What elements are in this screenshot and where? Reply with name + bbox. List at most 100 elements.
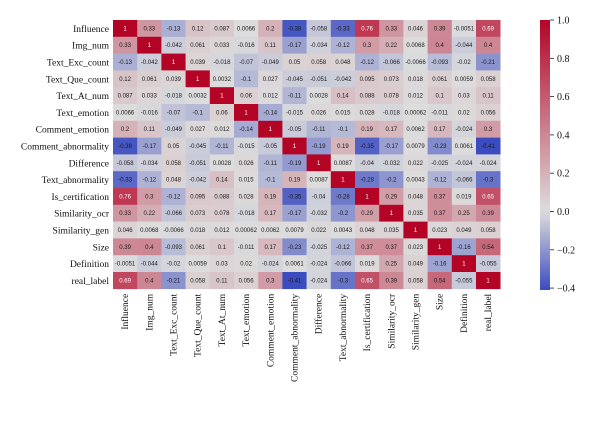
- heatmap-cell-similarity-ocr-comment-emotion: [258, 204, 283, 222]
- heatmap-cell-is-certification-text-emotion: [234, 188, 259, 206]
- heatmap-cell-similarity-ocr-difference: [306, 204, 332, 222]
- cell-value-label: 0.088: [214, 194, 230, 200]
- cell-value-label: -0.21: [481, 60, 495, 66]
- heatmap-cell-real-label-influence: [113, 272, 138, 290]
- cell-value-label: 0.1: [218, 245, 227, 251]
- heatmap-cell-influence-similarity-gen: [403, 20, 428, 38]
- column-label-is-certification: Is_certification: [362, 294, 373, 352]
- column-label-comment-abnormality: Comment_abnormality: [291, 294, 301, 382]
- heatmap-cell-real-label-definition: [451, 272, 477, 290]
- heatmap-cell-influence-text-exc-count: [161, 20, 186, 38]
- cell-value-label: -0.23: [433, 144, 447, 150]
- cell-value-label: 0.027: [263, 77, 279, 83]
- cell-value-label: -0.024: [262, 262, 280, 268]
- heatmap-cell-text-emotion-real-label: [476, 104, 501, 122]
- cell-value-label: -0.018: [383, 110, 401, 116]
- colorbar-tick-label: 0.8: [557, 54, 570, 65]
- row-label-real-label: real_label: [72, 277, 110, 287]
- heatmap-cell-text-abnormality-text-abnormality: [330, 171, 356, 189]
- row-label-difference: Difference: [69, 158, 109, 169]
- cell-value-label: -0.0051: [115, 262, 136, 268]
- cell-value-label: 0.0062: [261, 228, 280, 234]
- cell-value-label: -0.093: [165, 245, 183, 251]
- cell-value-label: 0.37: [385, 245, 397, 251]
- cell-value-label: -0.0066: [405, 60, 426, 66]
- heatmap-cell-size-text-abnormality: [330, 238, 356, 256]
- cell-value-label: 0.39: [482, 211, 494, 217]
- column-label-text-at-num: Text_At_num: [218, 293, 228, 346]
- cell-value-label: 0.4: [484, 43, 493, 49]
- heatmap-cell-text-exc-count-similarity-gen: [403, 53, 428, 71]
- cell-value-label: 1: [390, 211, 394, 217]
- heatmap-cell-text-at-num-text-que-count: [185, 87, 211, 105]
- cell-value-label: 0.4: [145, 245, 154, 251]
- heatmap-cell-is-certification-similarity-ocr: [379, 188, 404, 206]
- cell-value-label: 0.11: [144, 127, 156, 133]
- heatmap-cell-definition-text-que-count: [185, 255, 211, 273]
- cell-value-label: 0.048: [408, 194, 424, 200]
- cell-value-label: 0.028: [239, 194, 255, 200]
- cell-value-label: -0.12: [336, 43, 350, 49]
- cell-value-label: 1: [317, 161, 321, 167]
- heatmap-cell-influence-text-at-num: [209, 20, 235, 38]
- heatmap-cell-img-num-comment-abnormality: [282, 36, 307, 54]
- cell-value-label: 0.03: [458, 94, 470, 100]
- cell-value-label: 0.0079: [285, 228, 304, 234]
- cell-value-label: 0.048: [166, 178, 182, 184]
- heatmap-cell-img-num-text-que-count: [185, 36, 211, 54]
- heatmap-cell-difference-text-abnormality: [330, 154, 356, 172]
- cell-value-label: 0.2: [121, 127, 130, 133]
- cell-value-label: 0.061: [190, 245, 206, 251]
- heatmap-cell-size-comment-abnormality: [282, 238, 307, 256]
- cell-value-label: 0.058: [190, 278, 206, 284]
- colorbar-gradient: [540, 20, 550, 290]
- heatmap-cell-influence-comment-emotion: [258, 20, 283, 38]
- heatmap-cell-is-certification-text-abnormality: [330, 188, 356, 206]
- cell-value-label: -0.024: [480, 161, 498, 167]
- cell-value-label: 1: [269, 127, 273, 133]
- cell-value-label: 0.018: [190, 228, 206, 234]
- heatmap-cell-similarity-gen-is-certification: [355, 221, 380, 239]
- heatmap-cell-text-abnormality-size: [427, 171, 453, 189]
- cell-value-label: -0.28: [336, 194, 350, 200]
- heatmap-cell-text-abnormality-text-que-count: [185, 171, 211, 189]
- heatmap-cell-similarity-ocr-influence: [113, 204, 138, 222]
- cell-value-label: 0.033: [214, 43, 230, 49]
- cell-value-label: -0.12: [336, 245, 350, 251]
- heatmap-cell-comment-emotion-text-abnormality: [330, 120, 356, 138]
- heatmap-cell-similarity-gen-text-emotion: [234, 221, 259, 239]
- heatmap-cell-text-at-num-img-num: [137, 87, 162, 105]
- heatmap-cell-text-abnormality-img-num: [137, 171, 162, 189]
- heatmap-cells: 1 0.33 -0.13 0.12 0.087 0.0066 0.2 -0.38 -0.058-…: [113, 20, 501, 290]
- heatmap-cell-text-que-count-difference: [306, 70, 332, 88]
- heatmap-cell-is-certification-similarity-gen: [403, 188, 428, 206]
- cell-value-label: -0.04: [360, 161, 374, 167]
- heatmap-cell-size-comment-emotion: [258, 238, 283, 256]
- heatmap-cell-text-que-count-similarity-gen: [403, 70, 428, 88]
- cell-value-label: 0.023: [432, 228, 448, 234]
- heatmap-cell-comment-emotion-size: [427, 120, 453, 138]
- heatmap-cell-comment-abnormality-comment-abnormality: [282, 137, 307, 155]
- cell-value-label: 1: [414, 228, 418, 234]
- cell-value-label: 0.0068: [406, 43, 425, 49]
- heatmap-cell-real-label-text-que-count: [185, 272, 211, 290]
- cell-value-label: -0.042: [334, 77, 352, 83]
- heatmap-cell-size-is-certification: [355, 238, 380, 256]
- row-label-text-exc-count: Text_Exc_count: [47, 59, 109, 69]
- heatmap-cell-text-at-num-influence: [113, 87, 138, 105]
- heatmap-cell-comment-emotion-comment-emotion: [258, 120, 283, 138]
- cell-value-label: 0.0032: [213, 77, 232, 83]
- cell-value-label: -0.21: [167, 278, 181, 284]
- cell-value-label: 0.3: [484, 127, 493, 133]
- heatmap-cell-difference-influence: [113, 154, 138, 172]
- cell-value-label: 0.03: [216, 262, 228, 268]
- heatmap-cell-text-que-count-size: [427, 70, 453, 88]
- cell-value-label: -0.41: [288, 278, 302, 284]
- heatmap-cell-text-que-count-real-label: [476, 70, 501, 88]
- cell-value-label: -0.05: [263, 144, 277, 150]
- cell-value-label: 0.0028: [213, 161, 232, 167]
- heatmap-cell-similarity-ocr-text-at-num: [209, 204, 235, 222]
- heatmap-cell-comment-abnormality-text-at-num: [209, 137, 235, 155]
- heatmap-cell-comment-emotion-comment-abnormality: [282, 120, 307, 138]
